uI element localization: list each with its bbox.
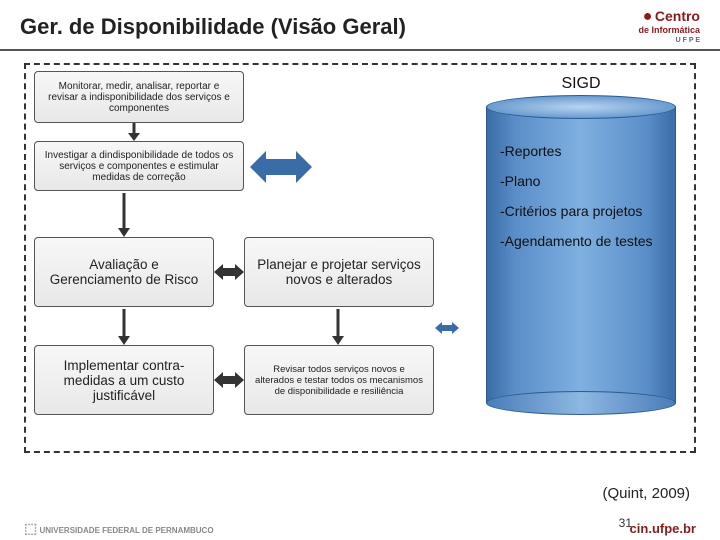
sigd-cylinder: SIGD -Reportes -Plano -Critérios para pr… [486, 95, 676, 415]
arrow-down-icon [116, 309, 132, 345]
box-planejar-projetar: Planejar e projetar serviços novos e alt… [244, 237, 434, 307]
bidirectional-arrow-icon [214, 369, 244, 391]
bidirectional-arrow-icon [250, 147, 312, 187]
footer: ⬚ UNIVERSIDADE FEDERAL DE PERNAMBUCO 31 … [0, 521, 720, 536]
box-investigar: Investigar a dindisponibilidade de todos… [34, 141, 244, 191]
cylinder-item: -Reportes [500, 143, 662, 159]
box-avaliacao-risco: Avaliação e Gerenciamento de Risco [34, 237, 214, 307]
box-monitorar: Monitorar, medir, analisar, reportar e r… [34, 71, 244, 123]
cylinder-title: SIGD [486, 75, 676, 93]
box-implementar: Implementar contra-medidas a um custo ju… [34, 345, 214, 415]
arrow-down-icon [330, 309, 346, 345]
page-title: Ger. de Disponibilidade (Visão Geral) [20, 14, 406, 40]
citation: (Quint, 2009) [602, 485, 690, 502]
cylinder-item: -Plano [500, 173, 662, 189]
bidirectional-arrow-icon [214, 261, 244, 283]
arrow-down-icon [126, 123, 142, 141]
box-revisar: Revisar todos serviços novos e alterados… [244, 345, 434, 415]
bidirectional-arrow-icon [435, 320, 459, 336]
page-number: 31 [619, 516, 632, 530]
arrow-down-icon [116, 193, 132, 237]
footer-right-logo: cin.ufpe.br [630, 521, 696, 536]
logo-centro-informatica: ● Centro de Informática U F P E [638, 8, 700, 45]
footer-left-logo: ⬚ UNIVERSIDADE FEDERAL DE PERNAMBUCO [24, 521, 214, 536]
diagram-frame: Monitorar, medir, analisar, reportar e r… [24, 63, 696, 453]
cylinder-item: -Critérios para projetos [500, 203, 662, 219]
cylinder-item: -Agendamento de testes [500, 233, 662, 249]
